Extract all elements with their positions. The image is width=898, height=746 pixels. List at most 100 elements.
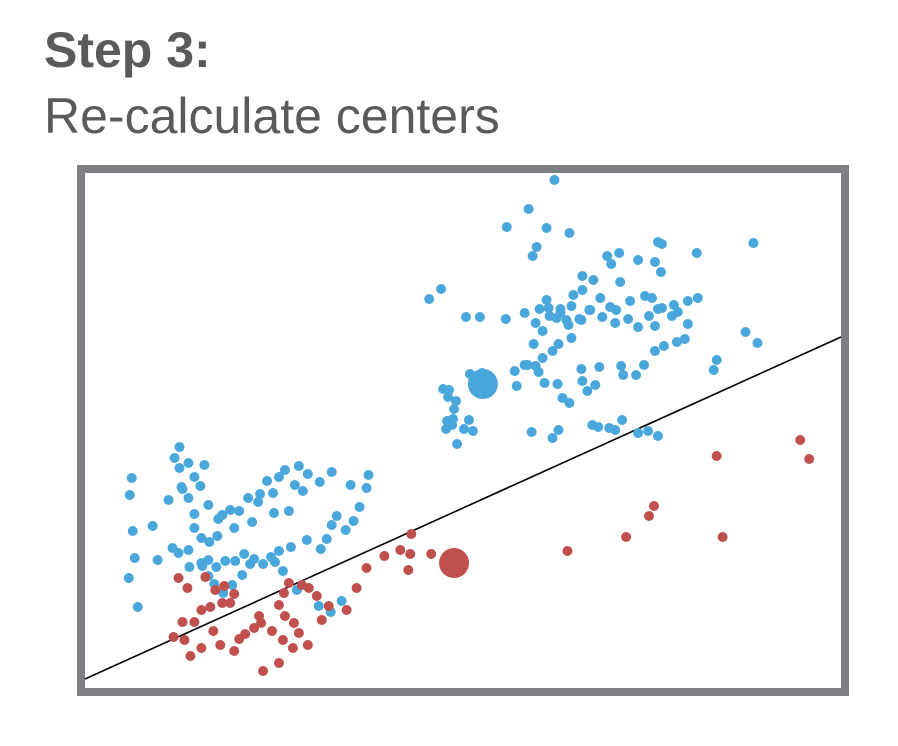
data-point bbox=[129, 553, 140, 563]
data-point bbox=[606, 259, 617, 269]
data-point bbox=[533, 367, 544, 377]
data-point bbox=[643, 426, 654, 436]
data-point bbox=[547, 346, 558, 356]
data-point bbox=[584, 305, 595, 315]
data-point bbox=[577, 271, 588, 281]
data-point bbox=[293, 461, 304, 471]
data-point bbox=[563, 320, 574, 330]
data-point bbox=[740, 327, 751, 337]
data-point bbox=[321, 534, 332, 544]
decision-boundary-line bbox=[84, 336, 842, 680]
data-point bbox=[679, 334, 690, 344]
cluster-center bbox=[467, 369, 498, 399]
data-point bbox=[205, 602, 216, 612]
data-point bbox=[682, 319, 693, 329]
data-point bbox=[230, 556, 241, 566]
data-point bbox=[227, 580, 238, 590]
data-point bbox=[500, 314, 511, 324]
data-point bbox=[424, 294, 435, 304]
data-point bbox=[509, 366, 520, 376]
data-point bbox=[633, 255, 644, 265]
data-point bbox=[671, 337, 682, 347]
data-point bbox=[436, 284, 447, 294]
data-point bbox=[225, 598, 236, 608]
data-point bbox=[652, 431, 663, 441]
data-point bbox=[273, 472, 284, 482]
data-point bbox=[458, 424, 469, 434]
data-point bbox=[184, 562, 195, 572]
data-point bbox=[126, 473, 137, 483]
data-point bbox=[562, 546, 573, 556]
data-point bbox=[200, 572, 211, 582]
data-point bbox=[268, 488, 279, 498]
data-point bbox=[225, 505, 236, 515]
data-point bbox=[203, 500, 214, 510]
data-point bbox=[363, 470, 374, 480]
data-point bbox=[132, 602, 143, 612]
data-point bbox=[711, 451, 722, 461]
data-point bbox=[588, 275, 599, 285]
data-point bbox=[211, 562, 222, 572]
data-point bbox=[210, 585, 221, 595]
data-point bbox=[229, 589, 240, 599]
data-point bbox=[195, 481, 206, 491]
data-point bbox=[426, 549, 437, 559]
data-point bbox=[566, 333, 577, 343]
data-point bbox=[644, 511, 655, 521]
data-point bbox=[474, 312, 485, 322]
data-point bbox=[655, 267, 666, 277]
data-point bbox=[296, 580, 307, 590]
data-point bbox=[196, 533, 207, 543]
data-point bbox=[297, 486, 308, 496]
data-point bbox=[574, 314, 585, 324]
data-point bbox=[336, 596, 347, 606]
data-point bbox=[537, 353, 548, 363]
data-point bbox=[179, 635, 190, 645]
data-point bbox=[438, 384, 449, 394]
data-point bbox=[451, 396, 462, 406]
data-point bbox=[552, 379, 563, 389]
data-point bbox=[204, 537, 215, 547]
data-point bbox=[279, 465, 290, 475]
data-point bbox=[526, 427, 537, 437]
data-point bbox=[617, 415, 628, 425]
data-point bbox=[406, 529, 417, 539]
cluster-center bbox=[439, 548, 470, 578]
data-point bbox=[541, 295, 552, 305]
data-point bbox=[658, 341, 669, 351]
data-point bbox=[177, 617, 188, 627]
data-point bbox=[293, 628, 304, 638]
data-point bbox=[152, 555, 163, 565]
data-point bbox=[127, 526, 138, 536]
data-point bbox=[463, 415, 474, 425]
data-point bbox=[269, 508, 279, 518]
data-point bbox=[212, 531, 223, 541]
data-point bbox=[289, 480, 300, 490]
data-point bbox=[611, 305, 622, 315]
data-point bbox=[648, 501, 659, 511]
data-point bbox=[692, 293, 703, 303]
data-point bbox=[189, 617, 200, 627]
data-point bbox=[582, 386, 593, 396]
data-point bbox=[666, 311, 677, 321]
data-point bbox=[547, 433, 558, 443]
data-point bbox=[519, 308, 530, 318]
data-point bbox=[348, 516, 359, 526]
data-point bbox=[311, 591, 322, 601]
data-point bbox=[633, 428, 644, 438]
data-point bbox=[553, 339, 564, 349]
data-point bbox=[597, 312, 608, 322]
data-point bbox=[326, 520, 337, 530]
data-point bbox=[196, 558, 207, 568]
data-point bbox=[123, 573, 134, 583]
data-point bbox=[564, 398, 575, 408]
data-point bbox=[185, 651, 196, 661]
data-point bbox=[448, 414, 459, 424]
data-point bbox=[279, 611, 290, 621]
data-point bbox=[602, 251, 613, 261]
data-point bbox=[215, 640, 226, 650]
data-point bbox=[169, 453, 180, 463]
data-point bbox=[245, 559, 256, 569]
data-point bbox=[277, 635, 288, 645]
